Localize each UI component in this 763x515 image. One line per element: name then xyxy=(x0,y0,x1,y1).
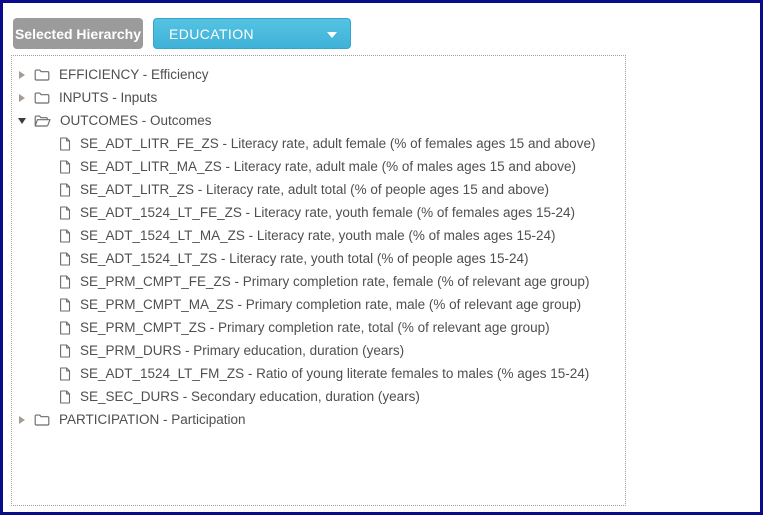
tree-leaf-label[interactable]: SE_ADT_1524_LT_FE_ZS - Literacy rate, yo… xyxy=(80,205,575,220)
tree-node-label[interactable]: OUTCOMES - Outcomes xyxy=(60,113,212,128)
tree-leaf[interactable]: SE_ADT_1524_LT_FE_ZS - Literacy rate, yo… xyxy=(12,201,625,224)
caret-expanded-icon[interactable] xyxy=(16,118,27,124)
tree-leaf[interactable]: SE_PRM_DURS - Primary education, duratio… xyxy=(12,339,625,362)
tree-leaf[interactable]: SE_SEC_DURS - Secondary education, durat… xyxy=(12,385,625,408)
tree-leaf[interactable]: SE_PRM_CMPT_MA_ZS - Primary completion r… xyxy=(12,293,625,316)
tree-leaf[interactable]: SE_ADT_LITR_MA_ZS - Literacy rate, adult… xyxy=(12,155,625,178)
selected-hierarchy-label: Selected Hierarchy xyxy=(14,25,142,42)
tree-leaf-label[interactable]: SE_SEC_DURS - Secondary education, durat… xyxy=(80,389,420,404)
document-icon xyxy=(59,137,71,151)
selected-hierarchy-button[interactable]: Selected Hierarchy xyxy=(13,18,143,49)
hierarchy-tree-panel: EFFICIENCY - Efficiency INPUTS - Inputs … xyxy=(11,55,626,506)
caret-right-icon[interactable] xyxy=(16,71,27,79)
tree-leaf-label[interactable]: SE_ADT_LITR_FE_ZS - Literacy rate, adult… xyxy=(80,136,596,151)
document-icon xyxy=(59,206,71,220)
document-icon xyxy=(59,321,71,335)
folder-open-icon xyxy=(34,114,51,127)
caret-right-icon[interactable] xyxy=(16,94,27,102)
tree-node-participation[interactable]: PARTICIPATION - Participation xyxy=(12,408,625,431)
tree-leaf-label[interactable]: SE_PRM_DURS - Primary education, duratio… xyxy=(80,343,405,358)
document-icon xyxy=(59,390,71,404)
tree-leaf-label[interactable]: SE_PRM_CMPT_MA_ZS - Primary completion r… xyxy=(80,297,582,312)
tree-leaf[interactable]: SE_PRM_CMPT_ZS - Primary completion rate… xyxy=(12,316,625,339)
tree-node-inputs[interactable]: INPUTS - Inputs xyxy=(12,86,625,109)
tree-leaf[interactable]: SE_ADT_LITR_ZS - Literacy rate, adult to… xyxy=(12,178,625,201)
hierarchy-dropdown[interactable]: EDUCATION xyxy=(153,18,351,49)
tree-leaf-label[interactable]: SE_PRM_CMPT_FE_ZS - Primary completion r… xyxy=(80,274,590,289)
tree-leaf-label[interactable]: SE_ADT_LITR_MA_ZS - Literacy rate, adult… xyxy=(80,159,576,174)
tree-node-label[interactable]: INPUTS - Inputs xyxy=(59,90,158,105)
caret-right-icon[interactable] xyxy=(16,416,27,424)
document-icon xyxy=(59,183,71,197)
tree-node-efficiency[interactable]: EFFICIENCY - Efficiency xyxy=(12,63,625,86)
tree-node-outcomes[interactable]: OUTCOMES - Outcomes xyxy=(12,109,625,132)
tree-leaf-label[interactable]: SE_ADT_1524_LT_ZS - Literacy rate, youth… xyxy=(80,251,529,266)
folder-closed-icon xyxy=(34,68,50,81)
tree-leaf[interactable]: SE_ADT_1524_LT_FM_ZS - Ratio of young li… xyxy=(12,362,625,385)
tree-leaf-label[interactable]: SE_ADT_1524_LT_FM_ZS - Ratio of young li… xyxy=(80,366,590,381)
folder-closed-icon xyxy=(34,413,50,426)
tree-leaf-label[interactable]: SE_ADT_LITR_ZS - Literacy rate, adult to… xyxy=(80,182,550,197)
tree-leaf[interactable]: SE_ADT_LITR_FE_ZS - Literacy rate, adult… xyxy=(12,132,625,155)
tree-leaf-label[interactable]: SE_ADT_1524_LT_MA_ZS - Literacy rate, yo… xyxy=(80,228,556,243)
document-icon xyxy=(59,298,71,312)
tree-node-label[interactable]: PARTICIPATION - Participation xyxy=(59,412,246,427)
document-icon xyxy=(59,275,71,289)
document-icon xyxy=(59,229,71,243)
document-icon xyxy=(59,344,71,358)
tree-leaf[interactable]: SE_PRM_CMPT_FE_ZS - Primary completion r… xyxy=(12,270,625,293)
caret-down-icon xyxy=(327,32,337,38)
tree-leaf[interactable]: SE_ADT_1524_LT_ZS - Literacy rate, youth… xyxy=(12,247,625,270)
document-icon xyxy=(59,160,71,174)
document-icon xyxy=(59,252,71,266)
tree-leaf[interactable]: SE_ADT_1524_LT_MA_ZS - Literacy rate, yo… xyxy=(12,224,625,247)
tree-node-label[interactable]: EFFICIENCY - Efficiency xyxy=(59,67,209,82)
tree-leaf-label[interactable]: SE_PRM_CMPT_ZS - Primary completion rate… xyxy=(80,320,550,335)
document-icon xyxy=(59,367,71,381)
folder-closed-icon xyxy=(34,91,50,104)
hierarchy-dropdown-value: EDUCATION xyxy=(169,25,255,42)
